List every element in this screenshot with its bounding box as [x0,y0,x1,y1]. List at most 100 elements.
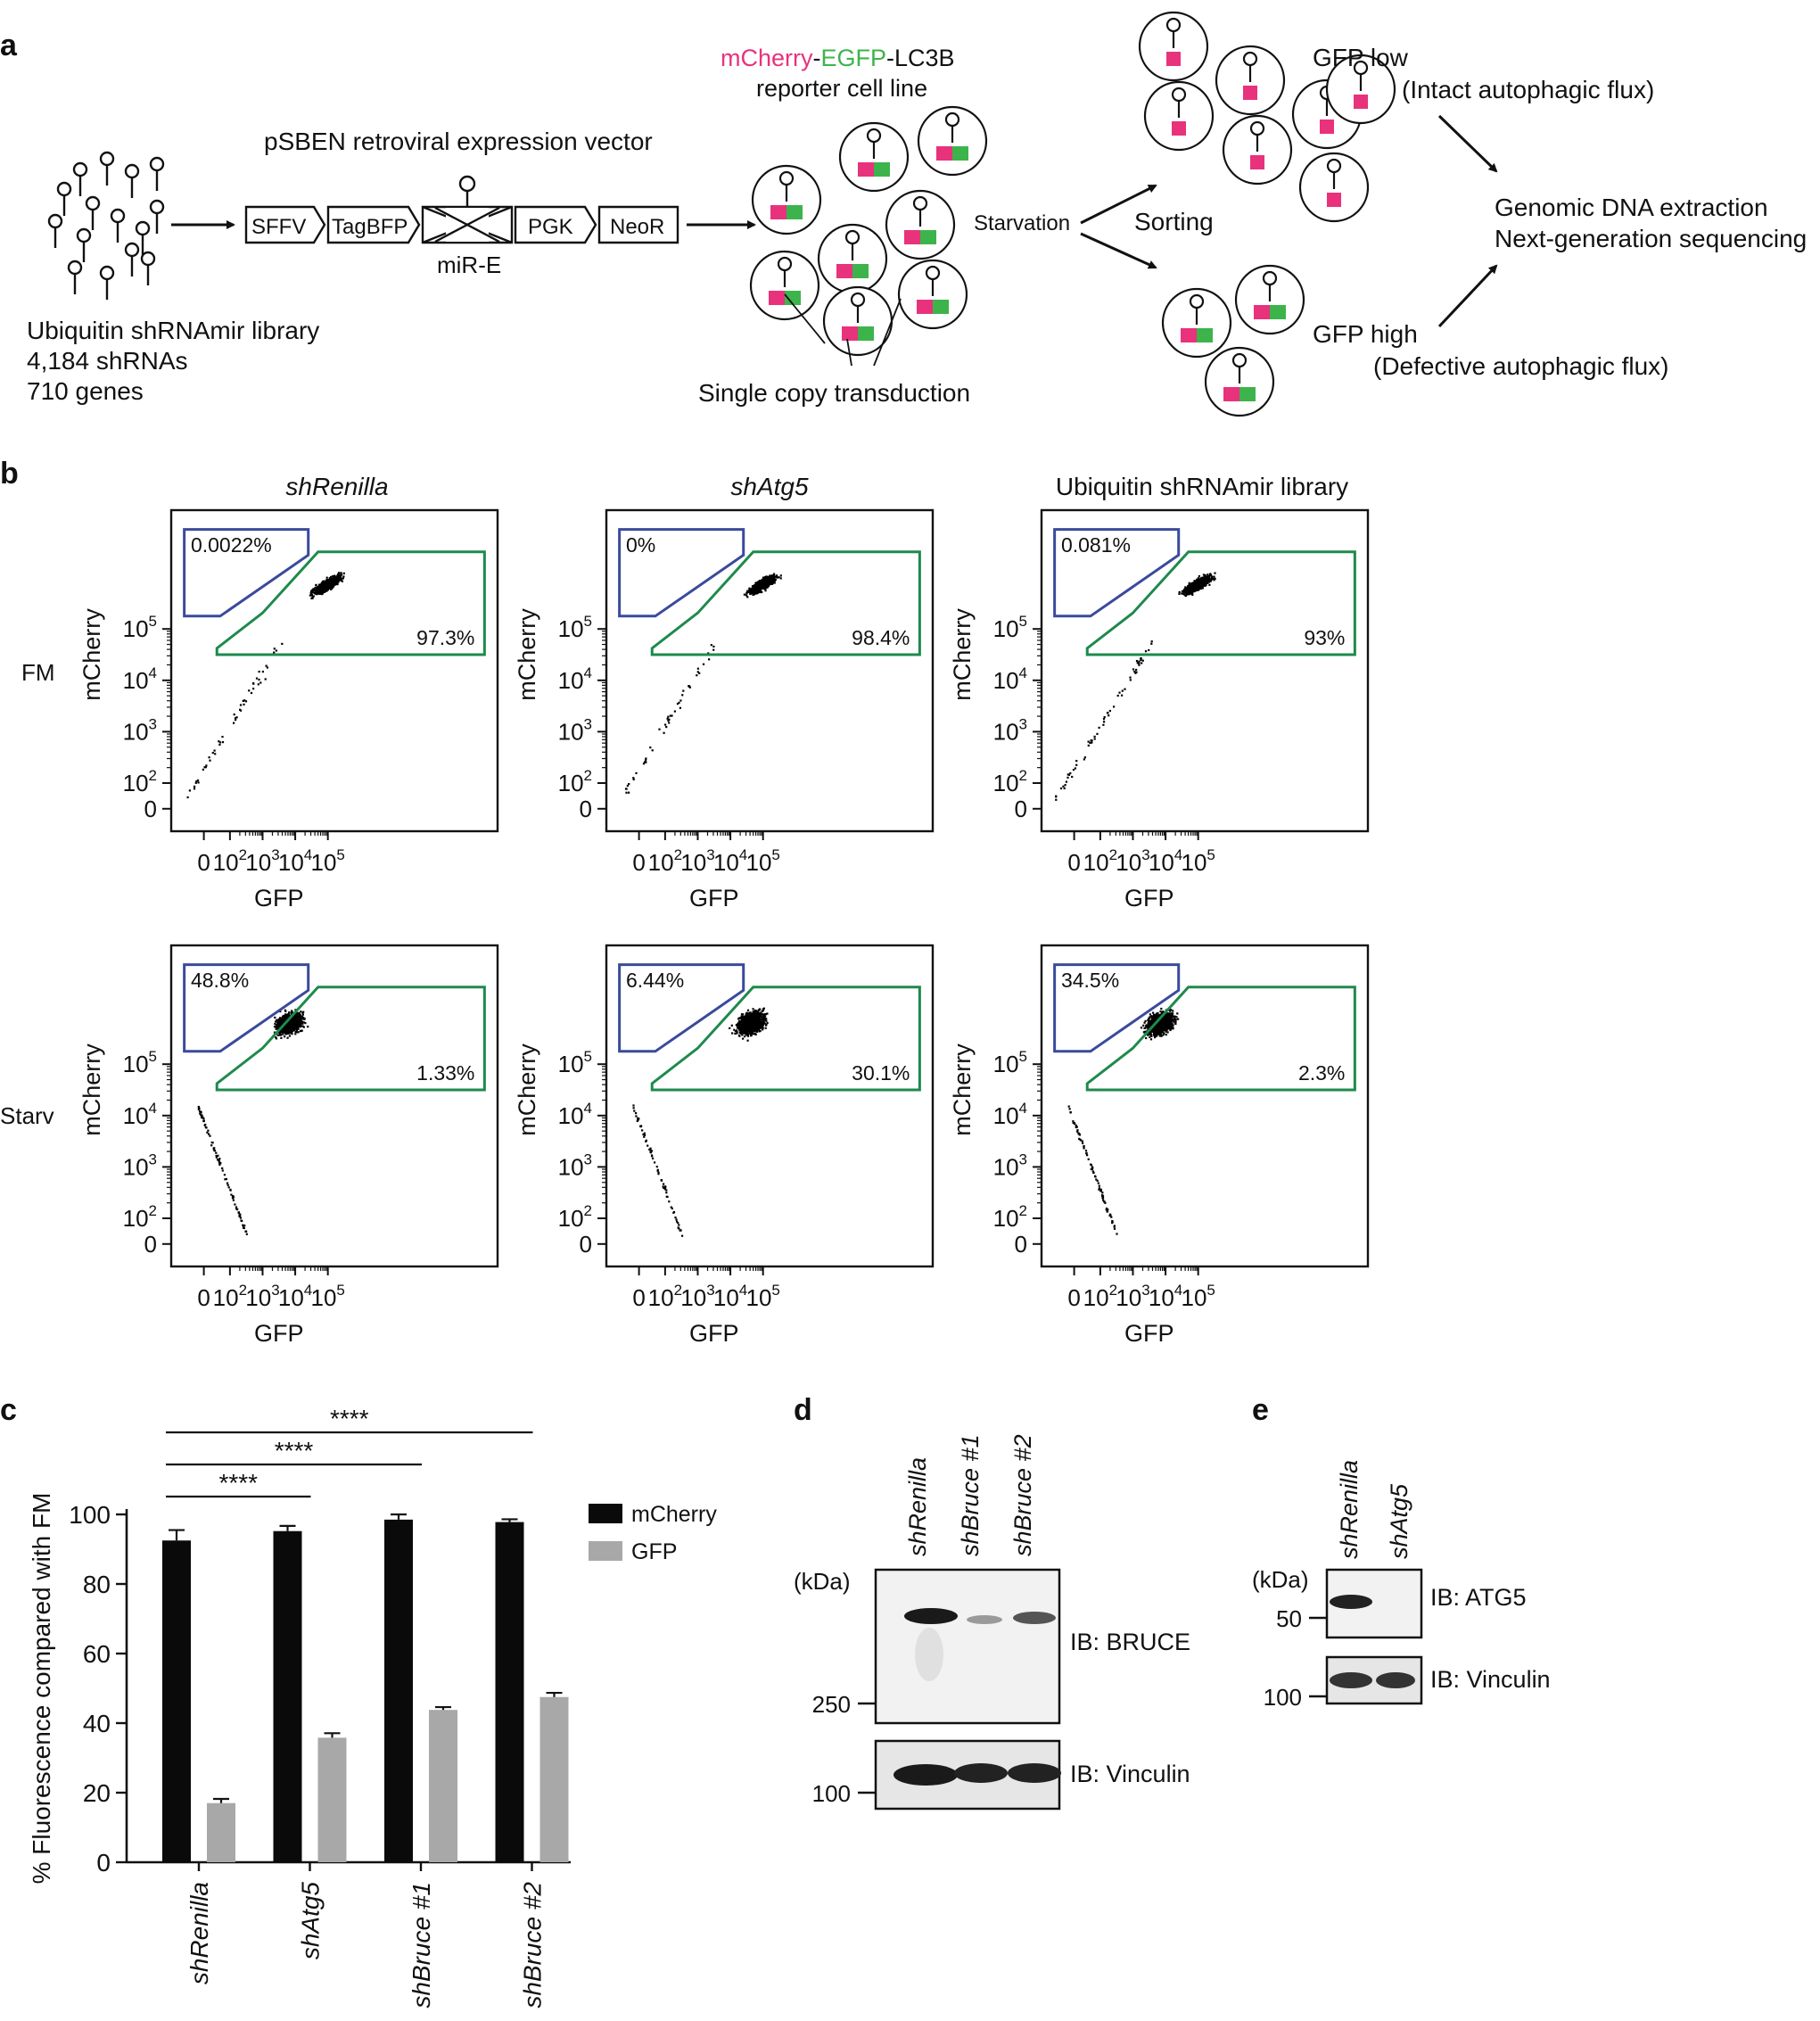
hairpin-loop-icon [99,151,115,167]
gate-high-percent: 98.4% [852,626,910,649]
flow-event-dot [208,1133,210,1135]
flow-event-dot [628,791,630,794]
flow-event-dot [321,591,324,594]
reporter-cells [749,105,988,357]
flow-event-dot [275,1020,277,1023]
egfp-signal-icon [1197,328,1213,342]
flow-event-dot [199,1112,202,1115]
flow-event-dot [280,1017,283,1019]
flow-event-dot [676,703,679,705]
flow-event-dot [195,780,198,783]
flow-event-dot [642,763,646,765]
flow-event-dot [200,1111,202,1114]
flow-event-dot [284,1028,287,1031]
flow-event-dot [310,597,313,600]
flow-event-dot [248,689,251,692]
vector-part-tagbfp: TagBFP [332,215,408,239]
y-tick-label: 102 [993,767,1027,796]
mcherry-signal-icon [1172,121,1186,136]
tagbfp-box [326,205,421,244]
flow-event-dot [749,589,752,591]
flow-event-dot [277,1018,281,1020]
flow-event-dot [754,592,757,595]
flow-event-dot [771,582,774,585]
flow-event-dot [218,740,220,743]
flow-event-dot [645,759,647,762]
flow-event-dot [769,577,771,581]
flow-event-dot [299,1030,302,1033]
sffv-box [244,205,326,244]
flow-event-dot [1191,587,1195,590]
flow-event-dot [292,1024,294,1027]
flow-event-dot [331,579,334,582]
flow-event-dot [757,588,760,590]
hairpin-loop-icon [72,161,88,177]
flow-event-dot [1098,726,1100,729]
flow-event-dot [210,1141,213,1144]
x-tick-label: 0 [632,849,645,876]
shrna-hairpin-icons [47,151,165,300]
flow-event-dot [330,582,333,584]
column-title-library: Ubiquitin shRNAmir library [1056,473,1348,500]
flow-event-dot [682,689,685,692]
flow-event-dot [218,741,222,744]
flow-event-dot [1189,584,1191,587]
flow-event-dot [1103,716,1106,719]
mcherry-signal-icon [1254,305,1270,319]
flow-event-dot [1141,659,1144,662]
flow-event-dot [313,591,316,595]
x-tick-exponent: 4 [739,846,747,863]
flow-event-dot [196,779,200,782]
cell-icon [897,259,968,330]
flow-event-dot [288,1026,291,1028]
flow-event-dot [333,580,335,582]
flow-event-dot [311,597,314,599]
flow-event-dot [279,1031,282,1034]
y-tick-label: 105 [123,613,157,642]
y-tick-label: 0 [144,796,157,822]
vector-title: pSBEN retroviral expression vector [264,128,653,155]
y-axis-label: mCherry [78,608,105,701]
hairpin-loop-icon [124,242,140,258]
flow-event-dot [1135,668,1138,672]
flow-event-dot [1072,769,1075,771]
flow-event-dot [208,756,210,759]
flow-event-dot [1197,577,1199,580]
flow-events [624,573,782,794]
x-tick-label: 105 [745,846,779,876]
flow-event-dot [226,1182,229,1184]
flow-event-dot [327,581,330,583]
row-label-fm: FM [21,659,55,686]
flow-event-dot [1187,586,1190,589]
flow-event-dot [295,1013,299,1016]
flow-event-dot [752,593,754,596]
flow-event-dot [1178,590,1181,593]
flow-event-dot [1209,580,1212,582]
flow-event-dot [757,590,760,593]
flow-event-dot [1188,593,1190,596]
flow-event-dot [323,580,325,582]
egfp-signal-icon [852,264,869,278]
flow-event-dot [226,1184,229,1186]
flow-event-dot [1208,583,1211,586]
panel-label-a: a [0,29,18,62]
flow-event-dot [753,589,755,591]
flow-event-dot [1200,581,1203,583]
flow-event-dot [1193,580,1196,582]
flow-event-dot [299,1018,301,1020]
flow-event-dot [1193,582,1196,585]
x-tick-label: 104 [713,846,747,876]
starvation-label: Starvation [974,211,1070,235]
flow-event-dot [1102,723,1105,726]
flow-event-dot [1083,758,1085,761]
flow-event-dot [1206,579,1209,582]
mcherry-signal-icon [858,162,874,177]
flow-event-dot [1200,585,1203,588]
cell-icon [749,250,820,321]
gate-high-percent: 97.3% [416,626,474,649]
cell-icon [751,164,822,235]
flow-event-dot [762,582,765,586]
flow-event-dot [215,1156,218,1159]
flow-event-dot [309,594,311,597]
flow-event-dot [334,576,337,579]
